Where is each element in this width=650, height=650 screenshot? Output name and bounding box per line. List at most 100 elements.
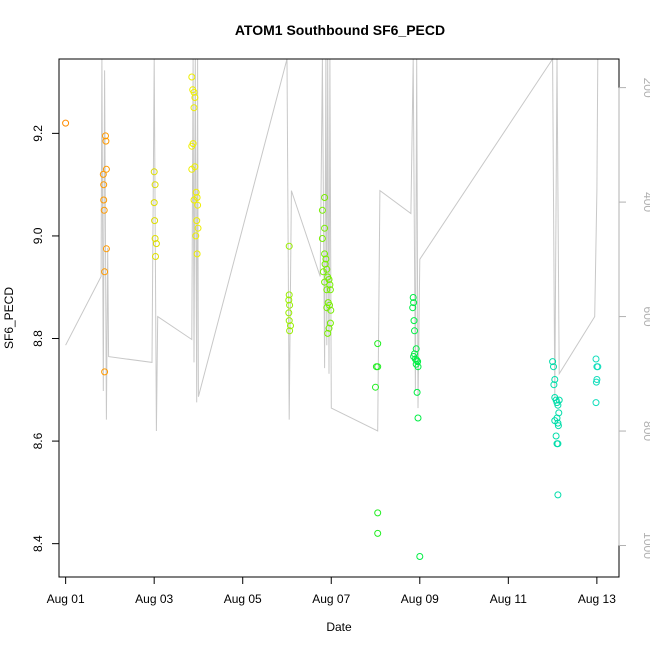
data-point xyxy=(102,132,109,140)
x-tick-label: Aug 03 xyxy=(135,592,173,606)
data-point xyxy=(318,206,326,214)
data-point xyxy=(372,383,379,391)
data-point xyxy=(592,355,600,363)
data-point xyxy=(323,286,331,294)
data-point xyxy=(554,491,562,499)
x-axis: Aug 01 Aug 03 Aug 05 Aug 07 Aug 09 Aug 11 Aug … xyxy=(47,576,616,606)
data-point xyxy=(151,235,159,242)
data-point xyxy=(374,340,382,348)
data-point xyxy=(188,165,196,173)
data-point xyxy=(592,378,600,386)
data-point xyxy=(190,196,198,204)
data-point xyxy=(321,194,329,201)
x-tick-label: Aug 01 xyxy=(47,592,85,606)
data-point xyxy=(413,356,421,364)
data-point xyxy=(100,206,108,214)
data-point xyxy=(554,422,562,430)
x-tick-label: Aug 09 xyxy=(401,592,439,606)
data-point xyxy=(554,419,562,427)
data-point xyxy=(285,242,293,250)
data-points-layer xyxy=(62,73,602,560)
data-point xyxy=(190,104,198,112)
data-point xyxy=(322,255,330,263)
data-point xyxy=(414,363,422,371)
data-point xyxy=(410,317,418,325)
y-axis: 8.4 8.6 8.8 9.0 9.2 xyxy=(31,125,60,552)
data-point xyxy=(318,235,326,242)
data-point xyxy=(327,306,335,314)
data-point xyxy=(193,217,201,225)
data-point xyxy=(192,232,200,240)
data-point xyxy=(410,299,418,307)
data-point xyxy=(191,94,199,101)
data-point xyxy=(99,170,107,178)
y2-axis: 200 400 600 800 1000 xyxy=(618,78,650,559)
chart-title: ATOM1 Southbound SF6_PECD xyxy=(235,22,445,38)
x-tick-label: Aug 07 xyxy=(312,592,350,606)
data-point xyxy=(189,140,197,148)
data-point xyxy=(555,396,563,404)
data-point xyxy=(285,317,293,325)
depth-trace-line xyxy=(65,57,599,432)
data-point xyxy=(324,329,332,337)
x-axis-label: Date xyxy=(326,620,352,634)
data-point xyxy=(285,291,293,299)
data-point xyxy=(321,224,329,232)
data-point xyxy=(550,381,558,389)
data-point xyxy=(554,440,562,448)
y-axis-label: SF6_PECD xyxy=(2,287,16,349)
data-point xyxy=(326,319,334,327)
data-point xyxy=(325,324,333,332)
data-point xyxy=(100,181,108,189)
data-point xyxy=(409,294,417,301)
data-point xyxy=(287,322,294,330)
data-point xyxy=(194,224,202,232)
data-point xyxy=(554,401,562,409)
data-point xyxy=(409,304,417,312)
data-point xyxy=(286,301,294,309)
data-point xyxy=(62,119,70,127)
data-point xyxy=(100,196,108,204)
data-point xyxy=(150,168,158,176)
y2-tick-label: 200 xyxy=(641,78,650,98)
data-point xyxy=(152,240,160,248)
y-tick-label: 8.4 xyxy=(31,535,45,552)
data-point xyxy=(193,250,201,258)
y2-tick-label: 1000 xyxy=(641,532,650,559)
data-point xyxy=(150,199,158,207)
data-point xyxy=(374,363,382,371)
data-point xyxy=(416,553,424,560)
data-point xyxy=(285,309,293,317)
y2-tick-label: 600 xyxy=(641,307,650,327)
data-point xyxy=(286,327,294,335)
y2-tick-label: 400 xyxy=(641,192,650,212)
data-point xyxy=(321,250,329,258)
data-point xyxy=(151,217,159,225)
data-point xyxy=(374,529,382,537)
data-point xyxy=(152,253,159,260)
data-point xyxy=(325,276,333,283)
data-point xyxy=(102,245,110,253)
depth-trace-layer xyxy=(65,57,599,432)
data-point xyxy=(192,188,200,196)
x-tick-label: Aug 13 xyxy=(578,592,616,606)
y-tick-label: 8.8 xyxy=(31,330,45,347)
data-point xyxy=(411,327,418,335)
data-point xyxy=(552,432,560,440)
y-tick-label: 9.2 xyxy=(31,125,45,142)
data-point xyxy=(102,137,110,145)
data-point xyxy=(549,358,557,366)
data-point xyxy=(592,399,600,407)
data-point xyxy=(594,363,602,371)
data-point xyxy=(151,181,159,189)
data-point xyxy=(101,268,109,276)
data-point xyxy=(101,368,109,376)
data-point xyxy=(414,414,422,422)
data-point xyxy=(190,88,198,96)
data-point xyxy=(188,73,196,81)
x-tick-label: Aug 11 xyxy=(490,592,527,606)
data-point xyxy=(550,363,557,371)
data-point xyxy=(413,388,421,396)
data-point xyxy=(326,286,334,294)
